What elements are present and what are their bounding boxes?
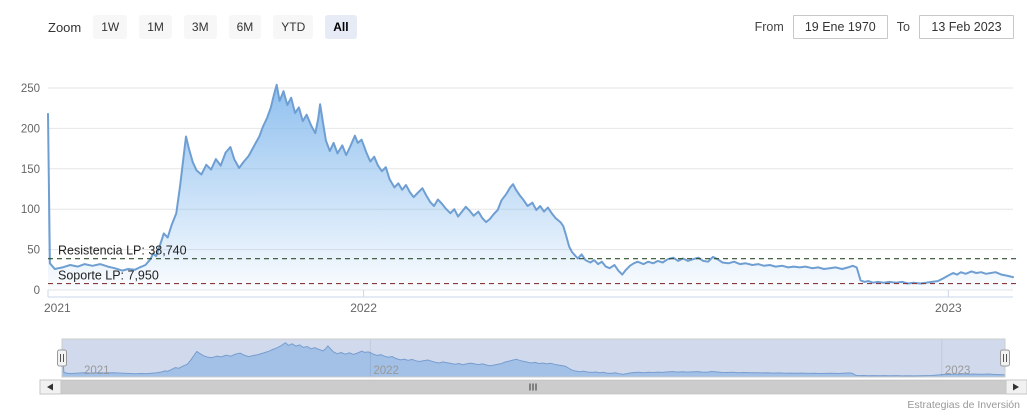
x-axis-label: 2022 <box>350 301 377 315</box>
navigator-series-line <box>61 342 1006 377</box>
range-button-ytd[interactable]: YTD <box>273 15 314 39</box>
from-label: From <box>754 20 784 34</box>
x-axis-label: 2023 <box>935 301 962 315</box>
y-axis-label: 100 <box>21 204 40 216</box>
resistance-plotline-label: Resistencia LP: 38,740 <box>58 244 187 258</box>
navigator-handle-left[interactable] <box>57 349 67 367</box>
navigator-year-label: 2021 <box>84 365 110 377</box>
navigator-series-area <box>62 342 1005 377</box>
plot-area[interactable] <box>48 75 1013 297</box>
range-selector: Zoom 1W 1M 3M 6M YTD All <box>48 15 357 39</box>
navigator-handle-right[interactable] <box>1000 349 1010 367</box>
y-axis-label: 50 <box>27 245 40 257</box>
zoom-label: Zoom <box>48 19 82 35</box>
navigator-year-label: 2023 <box>945 365 971 377</box>
price-series-line <box>47 83 1014 285</box>
x-axis-label: 2021 <box>44 301 71 315</box>
price-series-area <box>48 84 1013 290</box>
y-axis-label: 200 <box>21 123 40 135</box>
y-axis-label: 0 <box>34 285 40 297</box>
y-axis-label: 250 <box>21 83 40 95</box>
range-button-1m[interactable]: 1M <box>139 15 172 39</box>
date-range-inputs: From To <box>755 15 1014 39</box>
navigator-mask[interactable] <box>62 339 1005 377</box>
range-button-3m[interactable]: 3M <box>183 15 217 39</box>
credits-link[interactable]: Estrategias de Inversión <box>907 399 1020 411</box>
range-button-6m[interactable]: 6M <box>228 15 262 39</box>
range-button-1w[interactable]: 1W <box>93 15 128 39</box>
support-plotline-label: Soporte LP: 7,950 <box>58 269 159 283</box>
to-date-input[interactable] <box>919 15 1014 39</box>
range-button-all[interactable]: All <box>325 15 357 39</box>
y-axis-label: 150 <box>21 164 40 176</box>
navigator-year-label: 2022 <box>373 365 399 377</box>
to-label: To <box>896 20 910 34</box>
from-date-input[interactable] <box>792 15 888 39</box>
scrollbar-right-arrow-icon <box>1013 383 1019 391</box>
scrollbar-left-arrow-icon <box>47 383 53 391</box>
